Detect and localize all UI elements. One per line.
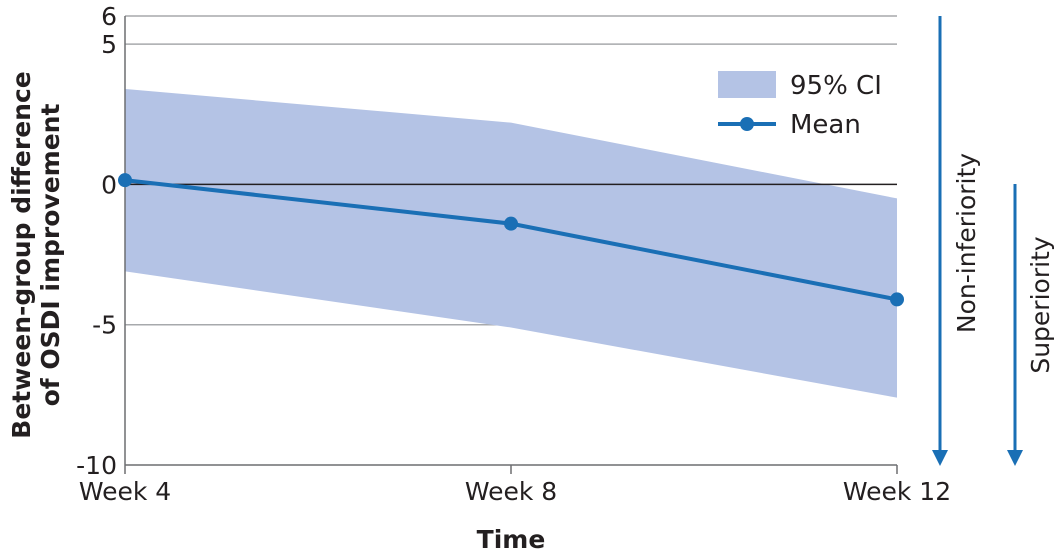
x-tick-label: Week 4 (79, 477, 171, 506)
non-inferiority-label: Non-inferiority (952, 153, 981, 333)
y-tick-label: -10 (76, 451, 117, 480)
superiority-label: Superiority (1026, 236, 1055, 374)
y-tick-label: 0 (101, 170, 117, 199)
x-tick-label: Week 8 (465, 477, 557, 506)
ci-band (125, 88, 897, 398)
mean-point (118, 173, 132, 188)
legend: 95% CI Mean (718, 71, 882, 140)
legend-mean-marker (740, 117, 754, 131)
mean-point (890, 292, 904, 307)
y-tick-label: 6 (101, 2, 117, 31)
y-axis-title-line-2: of OSDI improvement (36, 104, 65, 407)
x-axis-title: Time (477, 525, 546, 554)
y-tick-label: 5 (101, 30, 117, 59)
y-tick-labels: 65 0 -5 -10 (76, 2, 117, 480)
non-inferiority-arrow: Non-inferiority (932, 16, 981, 466)
legend-mean-label: Mean (790, 110, 861, 140)
legend-ci-label: 95% CI (790, 71, 882, 101)
y-axis-title-line-1: Between-group difference (7, 71, 36, 438)
non-inferiority-arrow-head (932, 450, 948, 466)
x-tick-labels: Week 4 Week 8 Week 12 (79, 477, 951, 506)
mean-series-points (118, 173, 904, 307)
mean-point (504, 216, 518, 231)
superiority-arrow-head (1007, 450, 1023, 466)
x-axis-ticks (124, 465, 898, 474)
superiority-arrow: Superiority (1007, 184, 1055, 466)
y-tick-label: -5 (92, 311, 117, 340)
y-axis-title: Between-group difference of OSDI improve… (7, 71, 65, 438)
legend-ci-swatch (718, 71, 776, 98)
x-tick-label: Week 12 (843, 477, 951, 506)
